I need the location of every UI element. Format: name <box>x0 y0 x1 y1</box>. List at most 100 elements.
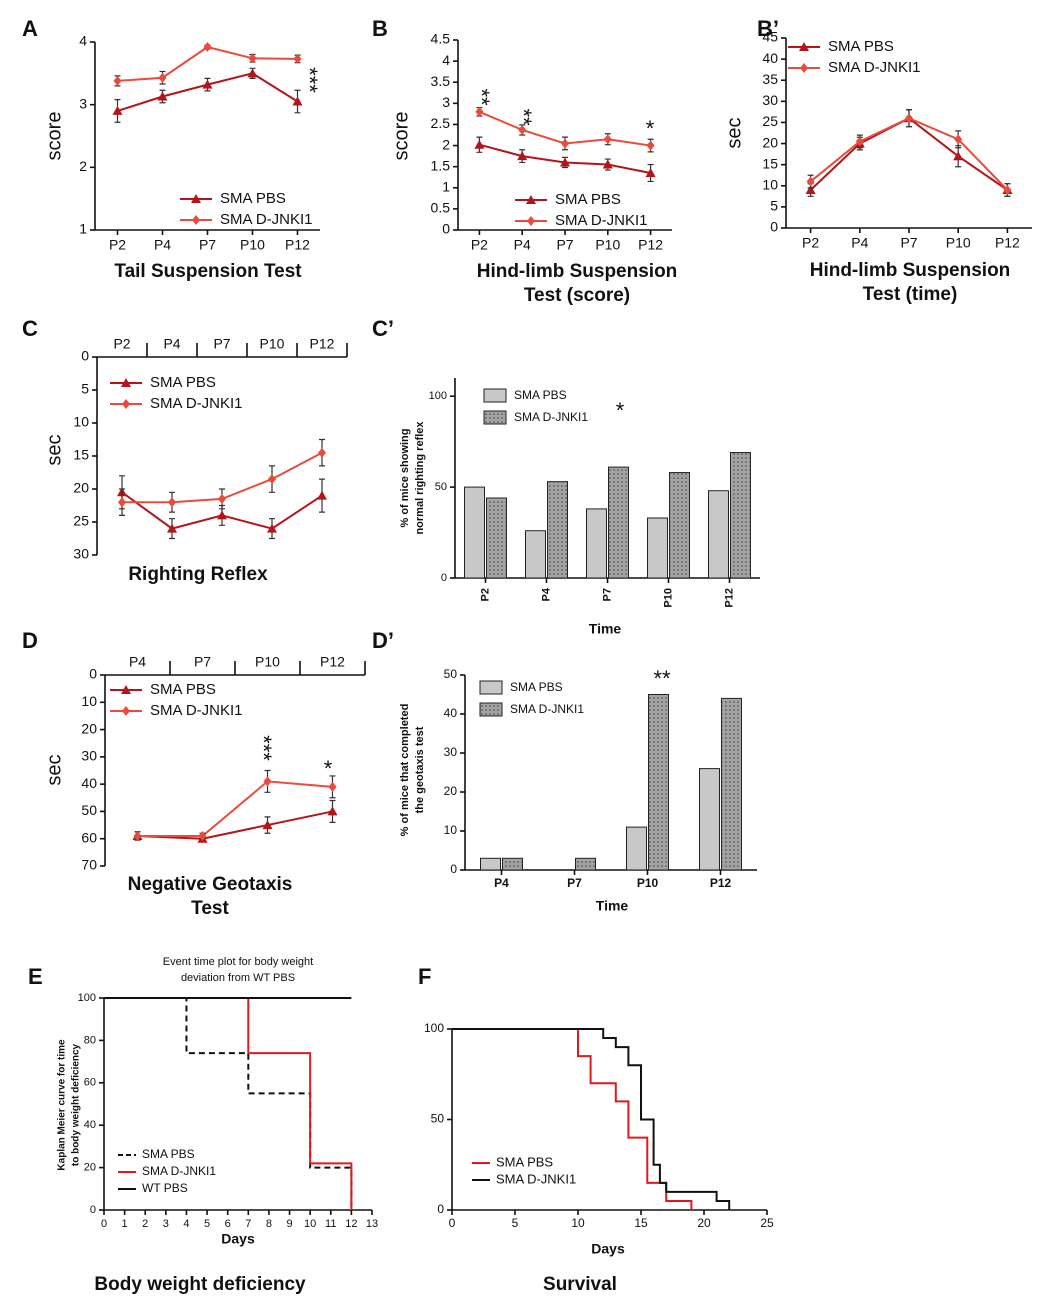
x-tick-label: 1 <box>122 1218 128 1230</box>
y-tick-label: 20 <box>84 1162 96 1174</box>
y-tick-label: 3 <box>79 95 87 111</box>
x-tick-label: 11 <box>325 1218 336 1230</box>
x-tick-label: 10 <box>304 1218 316 1230</box>
x-tick-label: 12 <box>345 1218 357 1230</box>
x-tick-label: P2 <box>109 237 126 253</box>
x-tick-label: 25 <box>760 1216 774 1230</box>
x-tick-label: 2 <box>142 1218 148 1230</box>
x-tick-label: P4 <box>129 654 146 670</box>
y-tick-label: 4 <box>79 33 87 49</box>
y-tick-label: 10 <box>444 823 458 837</box>
marker <box>806 176 815 187</box>
x-tick-label: P7 <box>601 588 613 601</box>
chart-title: Righting Reflex <box>128 564 268 585</box>
marker <box>202 79 213 89</box>
bar <box>586 508 607 579</box>
marker <box>203 42 212 53</box>
legend-marker <box>122 399 130 409</box>
bar-texture <box>575 858 596 870</box>
series-line <box>137 780 333 837</box>
y-tick-label: 30 <box>73 546 89 562</box>
marker <box>953 151 964 161</box>
marker <box>218 493 226 504</box>
marker <box>247 68 258 78</box>
chart-title: Event time plot for body weight <box>163 956 313 968</box>
chart-title: Test (score) <box>524 285 630 306</box>
legend-marker <box>800 63 808 73</box>
x-tick-label: P4 <box>154 237 171 253</box>
x-tick-label: P10 <box>240 237 265 253</box>
marker <box>327 806 338 816</box>
x-tick-label: 15 <box>634 1216 648 1230</box>
legend-label: SMA D-JNKI1 <box>514 410 588 424</box>
y-tick-label: 5 <box>81 381 89 397</box>
x-tick-label: P10 <box>595 237 620 253</box>
x-tick-label: 5 <box>512 1216 519 1230</box>
annotation: * <box>616 398 625 423</box>
bar-texture <box>648 694 669 870</box>
x-tick-label: P4 <box>514 237 531 253</box>
bar <box>480 857 501 871</box>
y-tick-label: 0 <box>441 572 447 584</box>
legend-texture <box>484 411 506 424</box>
caption: Body weight deficiency <box>94 1274 306 1295</box>
chart-title: Test <box>191 898 229 919</box>
marker <box>113 75 122 86</box>
y-tick-label: 40 <box>762 50 778 66</box>
panel-label: D’ <box>372 628 394 653</box>
chart-title: deviation from WT PBS <box>181 972 295 984</box>
step-line <box>452 1028 731 1210</box>
chart-title: Hind-limb Suspension <box>810 260 1011 281</box>
x-tick-label: 10 <box>571 1216 585 1230</box>
legend-label: SMA D-JNKI1 <box>142 1164 216 1178</box>
x-tick-label: P10 <box>260 336 285 352</box>
marker <box>805 185 816 194</box>
x-tick-label: P12 <box>285 237 310 253</box>
y-axis-label: to body weight deficiency <box>71 1043 82 1166</box>
marker <box>293 53 302 64</box>
bar-texture <box>486 498 507 578</box>
panel-label: A <box>22 16 38 41</box>
y-tick-label: 80 <box>84 1034 96 1046</box>
y-tick-label: 100 <box>429 390 447 402</box>
y-tick-label: 25 <box>762 113 778 129</box>
legend-label: SMA PBS <box>496 1154 553 1169</box>
legend-marker <box>192 215 200 225</box>
annotation: ** <box>469 88 494 106</box>
y-tick-label: 0 <box>442 221 450 237</box>
x-axis-label: Time <box>589 621 622 637</box>
y-tick-label: 5 <box>770 198 778 214</box>
bar-texture <box>721 698 742 870</box>
y-tick-label: 20 <box>444 784 458 798</box>
chart-title: Negative Geotaxis <box>128 874 293 895</box>
marker <box>474 139 485 149</box>
x-tick-label: P12 <box>995 235 1020 251</box>
legend-label: SMA D-JNKI1 <box>496 1171 576 1186</box>
marker <box>217 510 227 520</box>
x-tick-label: P10 <box>637 876 659 890</box>
x-tick-label: P2 <box>802 235 819 251</box>
x-tick-label: 9 <box>286 1218 292 1230</box>
bar <box>647 517 668 579</box>
y-axis-label: score <box>390 112 412 161</box>
legend-label: SMA D-JNKI1 <box>150 702 243 719</box>
x-tick-label: 0 <box>101 1218 107 1230</box>
y-tick-label: 10 <box>73 414 89 430</box>
y-tick-label: 60 <box>81 829 97 845</box>
y-tick-label: 50 <box>81 802 97 818</box>
y-axis-label: % of mice that completed <box>399 704 411 837</box>
x-axis-label: Time <box>596 898 629 914</box>
marker <box>267 523 277 533</box>
bar <box>525 530 546 579</box>
y-tick-label: 15 <box>762 155 778 171</box>
marker <box>318 447 326 458</box>
annotation: * <box>646 116 655 141</box>
marker <box>1003 185 1012 195</box>
y-tick-label: 0 <box>90 1204 96 1216</box>
marker <box>602 159 613 169</box>
x-tick-label: P2 <box>471 237 488 253</box>
marker <box>317 490 327 500</box>
y-tick-label: 2 <box>442 136 450 152</box>
bar <box>464 486 485 579</box>
